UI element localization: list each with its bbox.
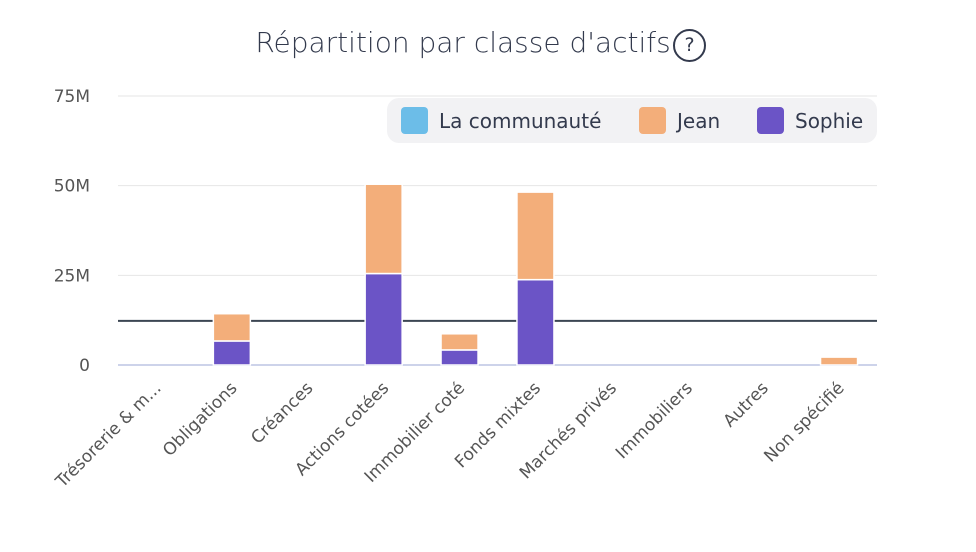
bar-jean[interactable] [364,183,403,275]
help-icon[interactable]: ? [673,29,706,62]
y-tick-label: 0 [79,356,90,376]
bar-sophie[interactable] [212,340,252,366]
legend-item[interactable]: La communauté [401,107,601,134]
legend-swatch [757,107,784,134]
x-tick-label: Autres [720,378,773,431]
x-tick-label: Immobiliers [612,378,697,463]
legend: La communauté Jean Sophie [387,98,877,143]
legend-item[interactable]: Jean [639,107,720,134]
x-tick-label: Non spécifié [760,378,848,466]
bar-jean[interactable] [819,356,859,366]
bar-sophie[interactable] [516,278,555,366]
legend-swatch [401,107,428,134]
chart-title: Répartition par classe d'actifs [255,26,671,59]
x-tick-label: Créances [247,378,317,448]
legend-label: Sophie [795,108,864,133]
legend-label: Jean [677,108,721,133]
x-tick-label: Obligations [159,378,241,460]
legend-label: La communauté [439,108,602,133]
y-tick-label: 25M [54,266,90,286]
bar-jean[interactable] [516,191,555,281]
bar-jean[interactable] [212,312,252,342]
bar-jean[interactable] [440,333,479,351]
y-tick-label: 50M [54,177,90,197]
bar-sophie[interactable] [364,272,403,366]
bar-sophie[interactable] [440,349,479,366]
legend-item[interactable]: Sophie [757,107,863,134]
legend-swatch [639,107,666,134]
x-tick-label: Trésorerie & m... [51,378,165,492]
y-tick-label: 75M [54,87,90,107]
